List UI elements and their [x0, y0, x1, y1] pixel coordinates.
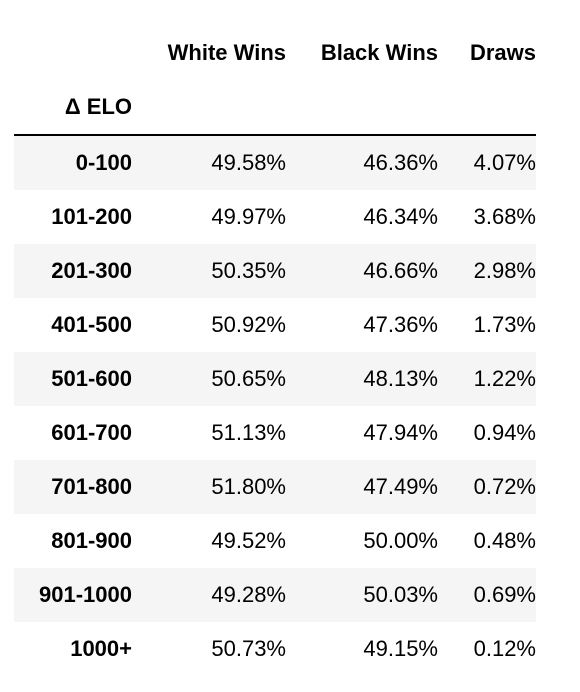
cell-white-wins: 49.52%: [211, 528, 286, 553]
cell-draws: 3.68%: [473, 204, 536, 229]
cell-black-wins: 46.34%: [363, 204, 438, 229]
index-corner: [14, 26, 134, 80]
table-row: 601-700 51.13% 47.94% 0.94%: [14, 406, 536, 460]
table-row: 401-500 50.92% 47.36% 1.73%: [14, 298, 536, 352]
cell-black-wins: 50.03%: [363, 582, 438, 607]
row-index-label: 101-200: [51, 204, 132, 229]
cell-white-wins: 50.65%: [211, 366, 286, 391]
column-header-row: White Wins Black Wins Draws: [14, 26, 536, 80]
table-header: White Wins Black Wins Draws Δ ELO: [14, 26, 536, 136]
cell-draws: 2.98%: [473, 258, 536, 283]
cell-black-wins: 46.36%: [363, 150, 438, 175]
index-name-spacer: [134, 80, 286, 136]
cell-black-wins: 49.15%: [363, 636, 438, 661]
cell-white-wins: 49.58%: [211, 150, 286, 175]
column-header-black-wins: Black Wins: [320, 40, 438, 65]
cell-draws: 0.48%: [473, 528, 536, 553]
cell-white-wins: 50.35%: [211, 258, 286, 283]
column-header-white-wins: White Wins: [167, 40, 286, 65]
table-row: 901-1000 49.28% 50.03% 0.69%: [14, 568, 536, 622]
table-row: 0-100 49.58% 46.36% 4.07%: [14, 135, 536, 190]
cell-white-wins: 50.73%: [211, 636, 286, 661]
dataframe-table: White Wins Black Wins Draws Δ ELO 0-100 4…: [14, 26, 536, 676]
cell-draws: 0.69%: [473, 582, 536, 607]
column-header-draws: Draws: [469, 40, 536, 65]
cell-black-wins: 50.00%: [363, 528, 438, 553]
row-index-label: 701-800: [51, 474, 132, 499]
row-index-label: 801-900: [51, 528, 132, 553]
row-index-label: 601-700: [51, 420, 132, 445]
row-index-label: 401-500: [51, 312, 132, 337]
table-row: 501-600 50.65% 48.13% 1.22%: [14, 352, 536, 406]
cell-black-wins: 47.49%: [363, 474, 438, 499]
cell-black-wins: 47.94%: [363, 420, 438, 445]
cell-black-wins: 46.66%: [363, 258, 438, 283]
row-index-label: 501-600: [51, 366, 132, 391]
index-name-label: Δ ELO: [14, 80, 134, 136]
row-index-label: 0-100: [75, 150, 132, 175]
cell-white-wins: 49.97%: [211, 204, 286, 229]
table-row: 1000+ 50.73% 49.15% 0.12%: [14, 622, 536, 676]
cell-draws: 1.73%: [473, 312, 536, 337]
cell-draws: 0.12%: [473, 636, 536, 661]
cell-draws: 1.22%: [473, 366, 536, 391]
cell-white-wins: 49.28%: [211, 582, 286, 607]
table-row: 101-200 49.97% 46.34% 3.68%: [14, 190, 536, 244]
index-name-spacer: [438, 80, 536, 136]
cell-draws: 0.72%: [473, 474, 536, 499]
cell-white-wins: 51.80%: [211, 474, 286, 499]
cell-black-wins: 47.36%: [363, 312, 438, 337]
row-index-label: 1000+: [70, 636, 132, 661]
cell-black-wins: 48.13%: [363, 366, 438, 391]
cell-draws: 4.07%: [473, 150, 536, 175]
row-index-label: 201-300: [51, 258, 132, 283]
cell-draws: 0.94%: [473, 420, 536, 445]
cell-white-wins: 50.92%: [211, 312, 286, 337]
row-index-label: 901-1000: [39, 582, 132, 607]
index-name-row: Δ ELO: [14, 80, 536, 136]
table-body: 0-100 49.58% 46.36% 4.07% 101-200 49.97% 46.34…: [14, 135, 536, 676]
table-row: 801-900 49.52% 50.00% 0.48%: [14, 514, 536, 568]
cell-white-wins: 51.13%: [211, 420, 286, 445]
table-row: 201-300 50.35% 46.66% 2.98%: [14, 244, 536, 298]
index-name-spacer: [286, 80, 438, 136]
table-row: 701-800 51.80% 47.49% 0.72%: [14, 460, 536, 514]
